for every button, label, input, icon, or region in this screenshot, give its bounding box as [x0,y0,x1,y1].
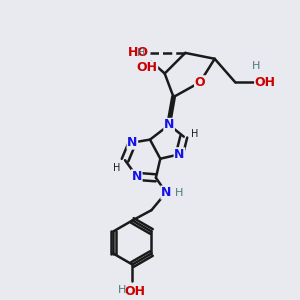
Text: N: N [161,186,171,199]
Text: OH: OH [255,76,276,89]
Text: H: H [137,48,146,58]
Text: N: N [174,148,184,161]
Text: N: N [127,136,138,149]
Text: O: O [195,76,205,89]
Text: N: N [132,170,142,183]
Text: OH: OH [125,285,146,298]
Text: OH: OH [136,61,158,74]
Text: H: H [118,285,126,295]
Text: H: H [175,188,183,197]
Text: H: H [252,61,261,71]
Text: H: H [113,163,121,173]
Text: HO: HO [128,46,149,59]
Text: H: H [191,129,199,139]
Text: N: N [164,118,174,131]
